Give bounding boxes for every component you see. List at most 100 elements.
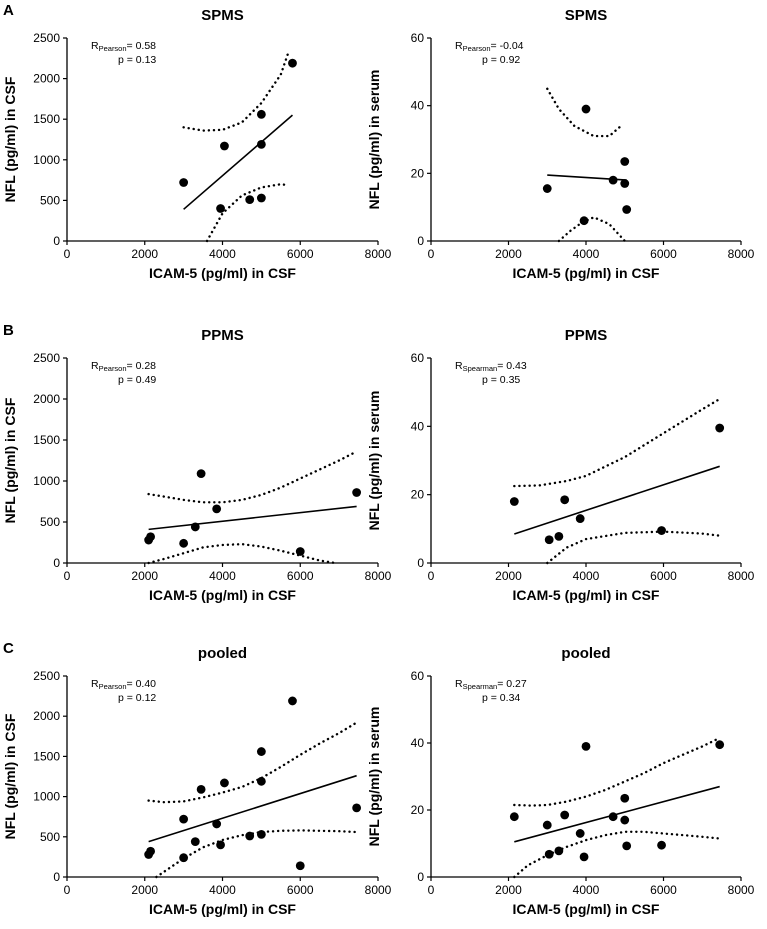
- data-point: [620, 793, 630, 803]
- y-axis-label: NFL (pg/ml) in serum: [366, 391, 382, 531]
- y-tick-label: 0: [417, 870, 424, 884]
- data-point: [256, 829, 266, 839]
- y-axis-label: NFL (pg/ml) in CSF: [2, 713, 18, 839]
- data-point: [179, 538, 189, 548]
- y-tick-label: 1000: [33, 790, 60, 804]
- y-tick-label: 2000: [33, 709, 60, 723]
- data-point: [554, 846, 564, 856]
- y-axis-label: NFL (pg/ml) in serum: [366, 707, 382, 847]
- y-axis-label: NFL (pg/ml) in CSF: [2, 397, 18, 523]
- x-tick-label: 2000: [131, 247, 158, 261]
- x-tick-label: 8000: [365, 569, 392, 583]
- data-point: [581, 104, 591, 114]
- x-tick-label: 8000: [365, 247, 392, 261]
- stat-value: = 0.27: [497, 678, 527, 690]
- y-tick-label: 0: [417, 234, 424, 248]
- data-point: [608, 175, 618, 185]
- x-tick-label: 0: [64, 883, 71, 897]
- data-point: [579, 216, 589, 226]
- correlation-coefficient: RPearson= -0.04: [455, 40, 524, 53]
- data-point: [608, 812, 618, 822]
- data-point: [542, 184, 552, 193]
- data-point: [256, 139, 266, 149]
- x-tick-label: 2000: [495, 247, 522, 261]
- x-tick-label: 4000: [209, 883, 236, 897]
- data-point: [715, 740, 725, 750]
- data-point: [245, 831, 255, 841]
- x-axis-label: ICAM-5 (pg/ml) in CSF: [149, 901, 296, 917]
- y-tick-label: 500: [40, 830, 60, 844]
- y-tick-label: 2000: [33, 72, 60, 86]
- y-tick-label: 0: [417, 556, 424, 570]
- panel-letter: A: [3, 2, 14, 19]
- data-point: [554, 531, 564, 541]
- regression-line: [148, 505, 357, 531]
- x-tick-label: 0: [428, 247, 435, 261]
- stat-symbol: R: [91, 40, 99, 52]
- x-tick-label: 8000: [365, 883, 392, 897]
- data-point: [620, 157, 630, 166]
- data-point: [179, 853, 189, 863]
- y-tick-label: 1500: [33, 749, 60, 763]
- y-tick-label: 40: [411, 419, 425, 433]
- y-tick-label: 2500: [33, 31, 60, 45]
- data-point: [288, 696, 297, 706]
- stat-symbol: R: [91, 360, 99, 372]
- x-tick-label: 6000: [650, 247, 677, 261]
- scatter-panel-4: PPMS 0 2000 4000 6000 8000 0 20 40 60 ICAM-5 (pg/m…: [366, 327, 755, 603]
- data-point: [190, 837, 200, 847]
- y-tick-label: 0: [53, 870, 60, 884]
- data-point: [542, 820, 552, 830]
- x-tick-label: 8000: [728, 883, 755, 897]
- ci-upper-curve: [147, 721, 358, 804]
- p-value: p = 0.13: [118, 54, 156, 66]
- regression-line: [183, 114, 293, 210]
- correlation-coefficient: RPearson= 0.40: [91, 678, 156, 691]
- data-point: [288, 58, 297, 68]
- ci-lower-curve: [155, 829, 358, 879]
- stat-value: = 0.43: [497, 360, 527, 372]
- x-axis-label: ICAM-5 (pg/ml) in CSF: [149, 587, 296, 603]
- y-tick-label: 500: [40, 515, 60, 529]
- p-value: p = 0.34: [482, 692, 520, 704]
- data-point: [216, 204, 225, 213]
- stat-symbol: R: [455, 678, 463, 690]
- data-point: [190, 522, 200, 532]
- x-tick-label: 6000: [650, 569, 677, 583]
- y-tick-label: 2500: [33, 669, 60, 683]
- scatter-panel-2: SPMS 0 2000 4000 6000 8000 0 20 40 60 ICAM-5 (pg/m…: [366, 7, 755, 281]
- y-tick-label: 2500: [33, 351, 60, 365]
- data-point: [715, 423, 725, 433]
- stat-method: Spearman: [463, 364, 498, 373]
- y-tick-label: 0: [53, 556, 60, 570]
- ci-upper-curve: [546, 87, 623, 138]
- stat-value: = 0.40: [127, 678, 157, 690]
- stat-symbol: R: [91, 678, 99, 690]
- data-point: [295, 547, 305, 556]
- y-tick-label: 0: [53, 234, 60, 248]
- y-axis-label: NFL (pg/ml) in serum: [366, 70, 382, 210]
- data-point: [352, 803, 362, 813]
- x-tick-label: 2000: [131, 883, 158, 897]
- scatter-panel-6: pooled 0 2000 4000 6000 8000 0 20 40 60 ICAM-5 (pg…: [366, 645, 755, 917]
- data-point: [509, 497, 519, 506]
- stat-symbol: R: [455, 40, 463, 52]
- data-point: [146, 532, 155, 542]
- data-point: [179, 178, 189, 187]
- stat-value: = 0.28: [127, 360, 157, 372]
- data-point: [196, 469, 206, 479]
- stat-value: = 0.58: [127, 40, 157, 52]
- data-point: [256, 193, 266, 203]
- p-value: p = 0.12: [118, 692, 156, 704]
- x-tick-label: 0: [64, 569, 71, 583]
- x-tick-label: 4000: [573, 247, 600, 261]
- x-tick-label: 8000: [728, 569, 755, 583]
- chart-title: SPMS: [565, 7, 608, 24]
- data-point: [256, 776, 266, 786]
- y-tick-label: 1500: [33, 112, 60, 126]
- data-point: [196, 784, 206, 794]
- x-axis-label: ICAM-5 (pg/ml) in CSF: [513, 265, 660, 281]
- chart-title: PPMS: [565, 327, 608, 344]
- ci-upper-curve: [182, 50, 290, 132]
- p-value: p = 0.92: [482, 54, 520, 66]
